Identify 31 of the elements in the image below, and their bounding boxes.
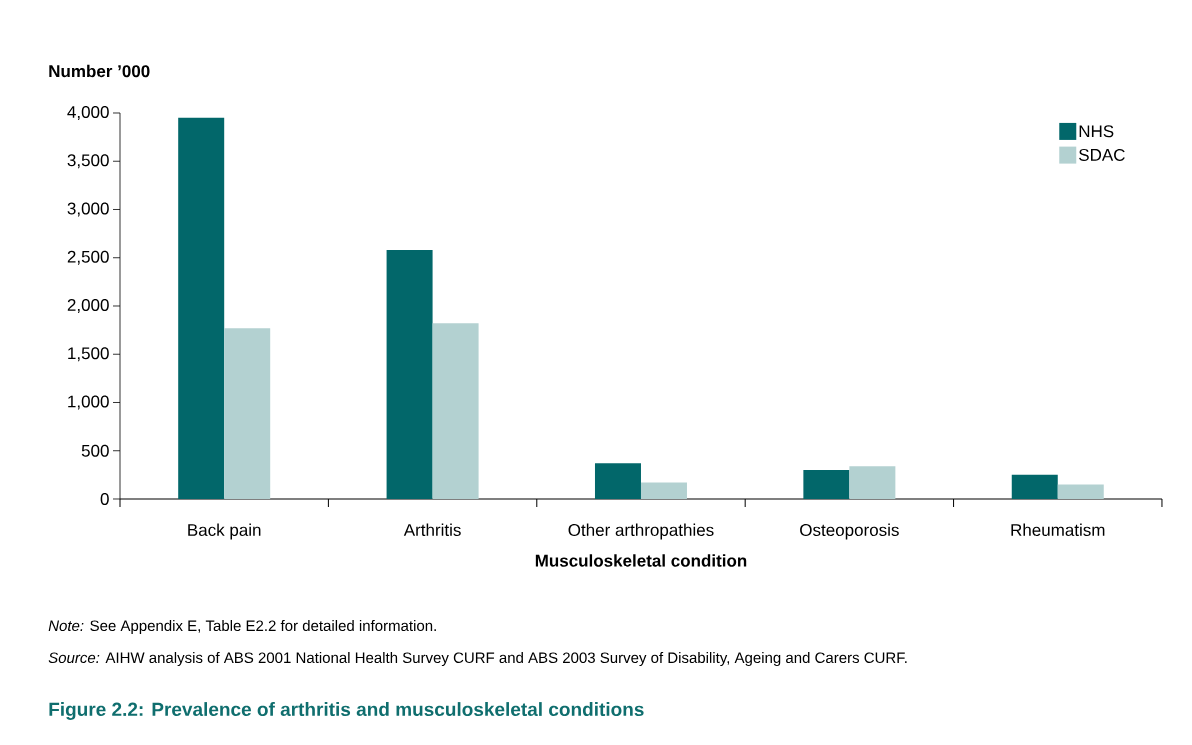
legend-label: NHS xyxy=(1079,125,1114,138)
y-tick-label: 1,000 xyxy=(68,395,109,410)
text: Figure 2.2: Prevalence of arthritis and musculoskeletal conditions xyxy=(49,702,644,720)
bar xyxy=(849,466,896,499)
x-tick-label: Back pain xyxy=(188,523,261,540)
bar xyxy=(432,323,479,499)
y-tick-label: 500 xyxy=(81,444,109,457)
x-tick-label: Arthritis xyxy=(403,523,461,537)
x-axis-title: Musculoskeletal condition xyxy=(535,554,747,567)
y-tick-label: 3,500 xyxy=(67,154,109,169)
text: Source: AIHW analysis of ABS 2001 National Health Survey CURF and ABS 2003 Survey of Disability, Ageing and Carers CURF. xyxy=(48,652,907,666)
bar xyxy=(640,482,687,499)
y-tick-label: 3,000 xyxy=(67,202,109,217)
bar xyxy=(224,328,271,499)
x-tick-label: Other arthropathies xyxy=(568,523,714,540)
x-tick-label: Rheumatism xyxy=(1011,523,1105,537)
text: Note: See Appendix E, Table E2.2 for detailed information. xyxy=(48,620,436,634)
bar xyxy=(803,470,850,499)
y-tick-label: 2,000 xyxy=(67,298,109,314)
x-tick-label: Osteoporosis xyxy=(800,523,899,540)
bar xyxy=(386,250,433,499)
bar xyxy=(1057,484,1104,499)
y-axis-title: Number ’000 xyxy=(49,64,150,78)
legend-label: SDAC xyxy=(1079,148,1125,161)
bar xyxy=(178,117,225,499)
bar xyxy=(594,463,641,499)
bar xyxy=(1011,474,1058,499)
y-tick-label: 4,000 xyxy=(67,105,109,121)
y-tick-label: 2,500 xyxy=(67,250,109,265)
y-tick-label: 1,500 xyxy=(68,347,109,362)
y-tick-label: 0 xyxy=(100,492,109,506)
